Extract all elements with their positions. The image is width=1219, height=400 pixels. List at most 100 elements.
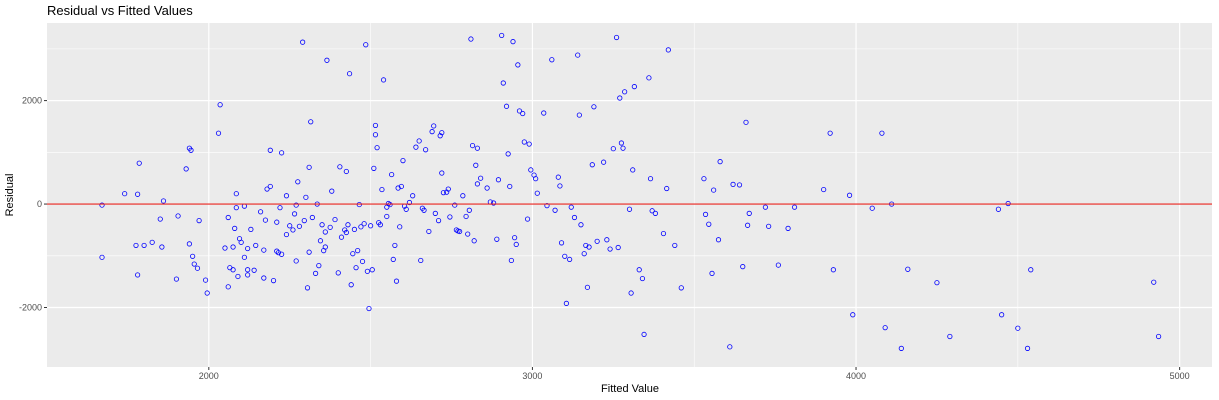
- scatter-point: [262, 217, 269, 223]
- scatter-point: [639, 275, 646, 282]
- scatter-point: [447, 214, 453, 220]
- scatter-point: [275, 250, 281, 256]
- scatter-point: [183, 166, 189, 172]
- scatter-point: [571, 214, 578, 221]
- scatter-point: [702, 211, 709, 217]
- scatter-point: [494, 236, 500, 242]
- scatter-point: [196, 218, 202, 224]
- scatter-point: [513, 241, 519, 248]
- scatter-point: [348, 282, 354, 288]
- scatter-point: [369, 267, 375, 273]
- scatter-point: [484, 185, 490, 191]
- scatter-point: [711, 187, 717, 193]
- scatter-point: [664, 185, 670, 192]
- scatter-point: [827, 130, 833, 136]
- scatter-point: [452, 202, 458, 208]
- scatter-point: [173, 276, 180, 282]
- scatter-point: [541, 110, 547, 116]
- scatter-point: [202, 277, 209, 283]
- scatter-point: [432, 210, 438, 216]
- scatter-point: [515, 62, 521, 68]
- scatter-point: [343, 168, 349, 175]
- scatter-point: [157, 216, 163, 222]
- scatter-point: [329, 188, 335, 194]
- scatter-point: [473, 162, 479, 168]
- scatter-point: [149, 239, 155, 245]
- scatter-point: [594, 238, 600, 244]
- scatter-point: [283, 231, 290, 238]
- scatter-point: [555, 174, 561, 180]
- scatter-point: [717, 159, 723, 165]
- scatter-point: [410, 193, 416, 199]
- scatter-point: [604, 237, 610, 243]
- scatter-point: [583, 242, 589, 249]
- scatter-point: [1015, 325, 1021, 331]
- scatter-point: [775, 262, 781, 268]
- scatter-point: [351, 226, 358, 232]
- y-axis-ticks: -2000 0 2000: [19, 96, 47, 313]
- scatter-point: [393, 278, 400, 284]
- scatter-point: [533, 176, 539, 182]
- scatter-point: [745, 222, 751, 228]
- scatter-point: [660, 230, 667, 237]
- scatter-point: [607, 246, 613, 252]
- scatter-point: [371, 165, 377, 171]
- scatter-point: [567, 256, 573, 263]
- scatter-point: [558, 240, 565, 246]
- scatter-point: [589, 162, 595, 168]
- x-tick-label: 5000: [1170, 371, 1190, 381]
- scatter-point: [122, 191, 128, 197]
- scatter-point: [505, 151, 511, 157]
- scatter-point: [1156, 333, 1162, 340]
- scatter-point: [133, 242, 139, 249]
- scatter-point: [363, 42, 369, 48]
- scatter-point: [316, 263, 322, 269]
- scatter-point: [332, 216, 338, 223]
- scatter-point: [850, 312, 856, 318]
- scatter-point: [578, 222, 584, 228]
- scatter-point: [283, 193, 290, 199]
- scatter-point: [397, 224, 403, 230]
- scatter-point: [435, 218, 442, 224]
- scatter-point: [534, 190, 540, 196]
- scatter-point: [257, 209, 264, 215]
- scatter-point: [576, 112, 582, 118]
- scatter-point: [575, 52, 581, 58]
- scatter-point: [309, 214, 315, 221]
- scatter-point: [586, 244, 592, 250]
- scatter-point: [431, 123, 437, 129]
- scatter-point: [395, 185, 401, 191]
- scatter-point: [358, 224, 364, 230]
- scatter-point: [225, 214, 231, 221]
- scatter-point: [217, 102, 223, 108]
- scatter-point: [303, 194, 309, 200]
- scatter-point: [225, 284, 231, 290]
- scatter-point: [279, 251, 285, 257]
- scatter-point: [879, 130, 885, 136]
- scatter-point: [390, 256, 396, 263]
- scatter-point: [300, 39, 306, 45]
- scatter-point: [715, 237, 722, 243]
- scatter-point: [746, 210, 752, 216]
- scatter-point: [736, 182, 743, 188]
- scatter-point: [188, 147, 194, 153]
- scatter-point: [727, 344, 733, 350]
- scatter-point: [549, 57, 555, 63]
- scatter-point: [423, 147, 429, 153]
- scatter-point: [520, 110, 526, 117]
- y-tick-label: 0: [37, 199, 42, 209]
- scatter-point: [99, 202, 105, 208]
- scatter-point: [136, 160, 142, 166]
- scatter-point: [468, 36, 474, 42]
- scatter-point: [290, 227, 296, 233]
- scatter-point: [821, 186, 827, 193]
- scatter-point: [740, 264, 746, 270]
- scatter-point: [418, 257, 424, 264]
- scatter-point: [322, 229, 328, 235]
- scatter-point: [636, 267, 642, 273]
- scatter-point: [426, 228, 432, 235]
- scatter-point: [238, 239, 244, 245]
- scatter-point: [701, 176, 707, 182]
- scatter-point: [416, 138, 422, 144]
